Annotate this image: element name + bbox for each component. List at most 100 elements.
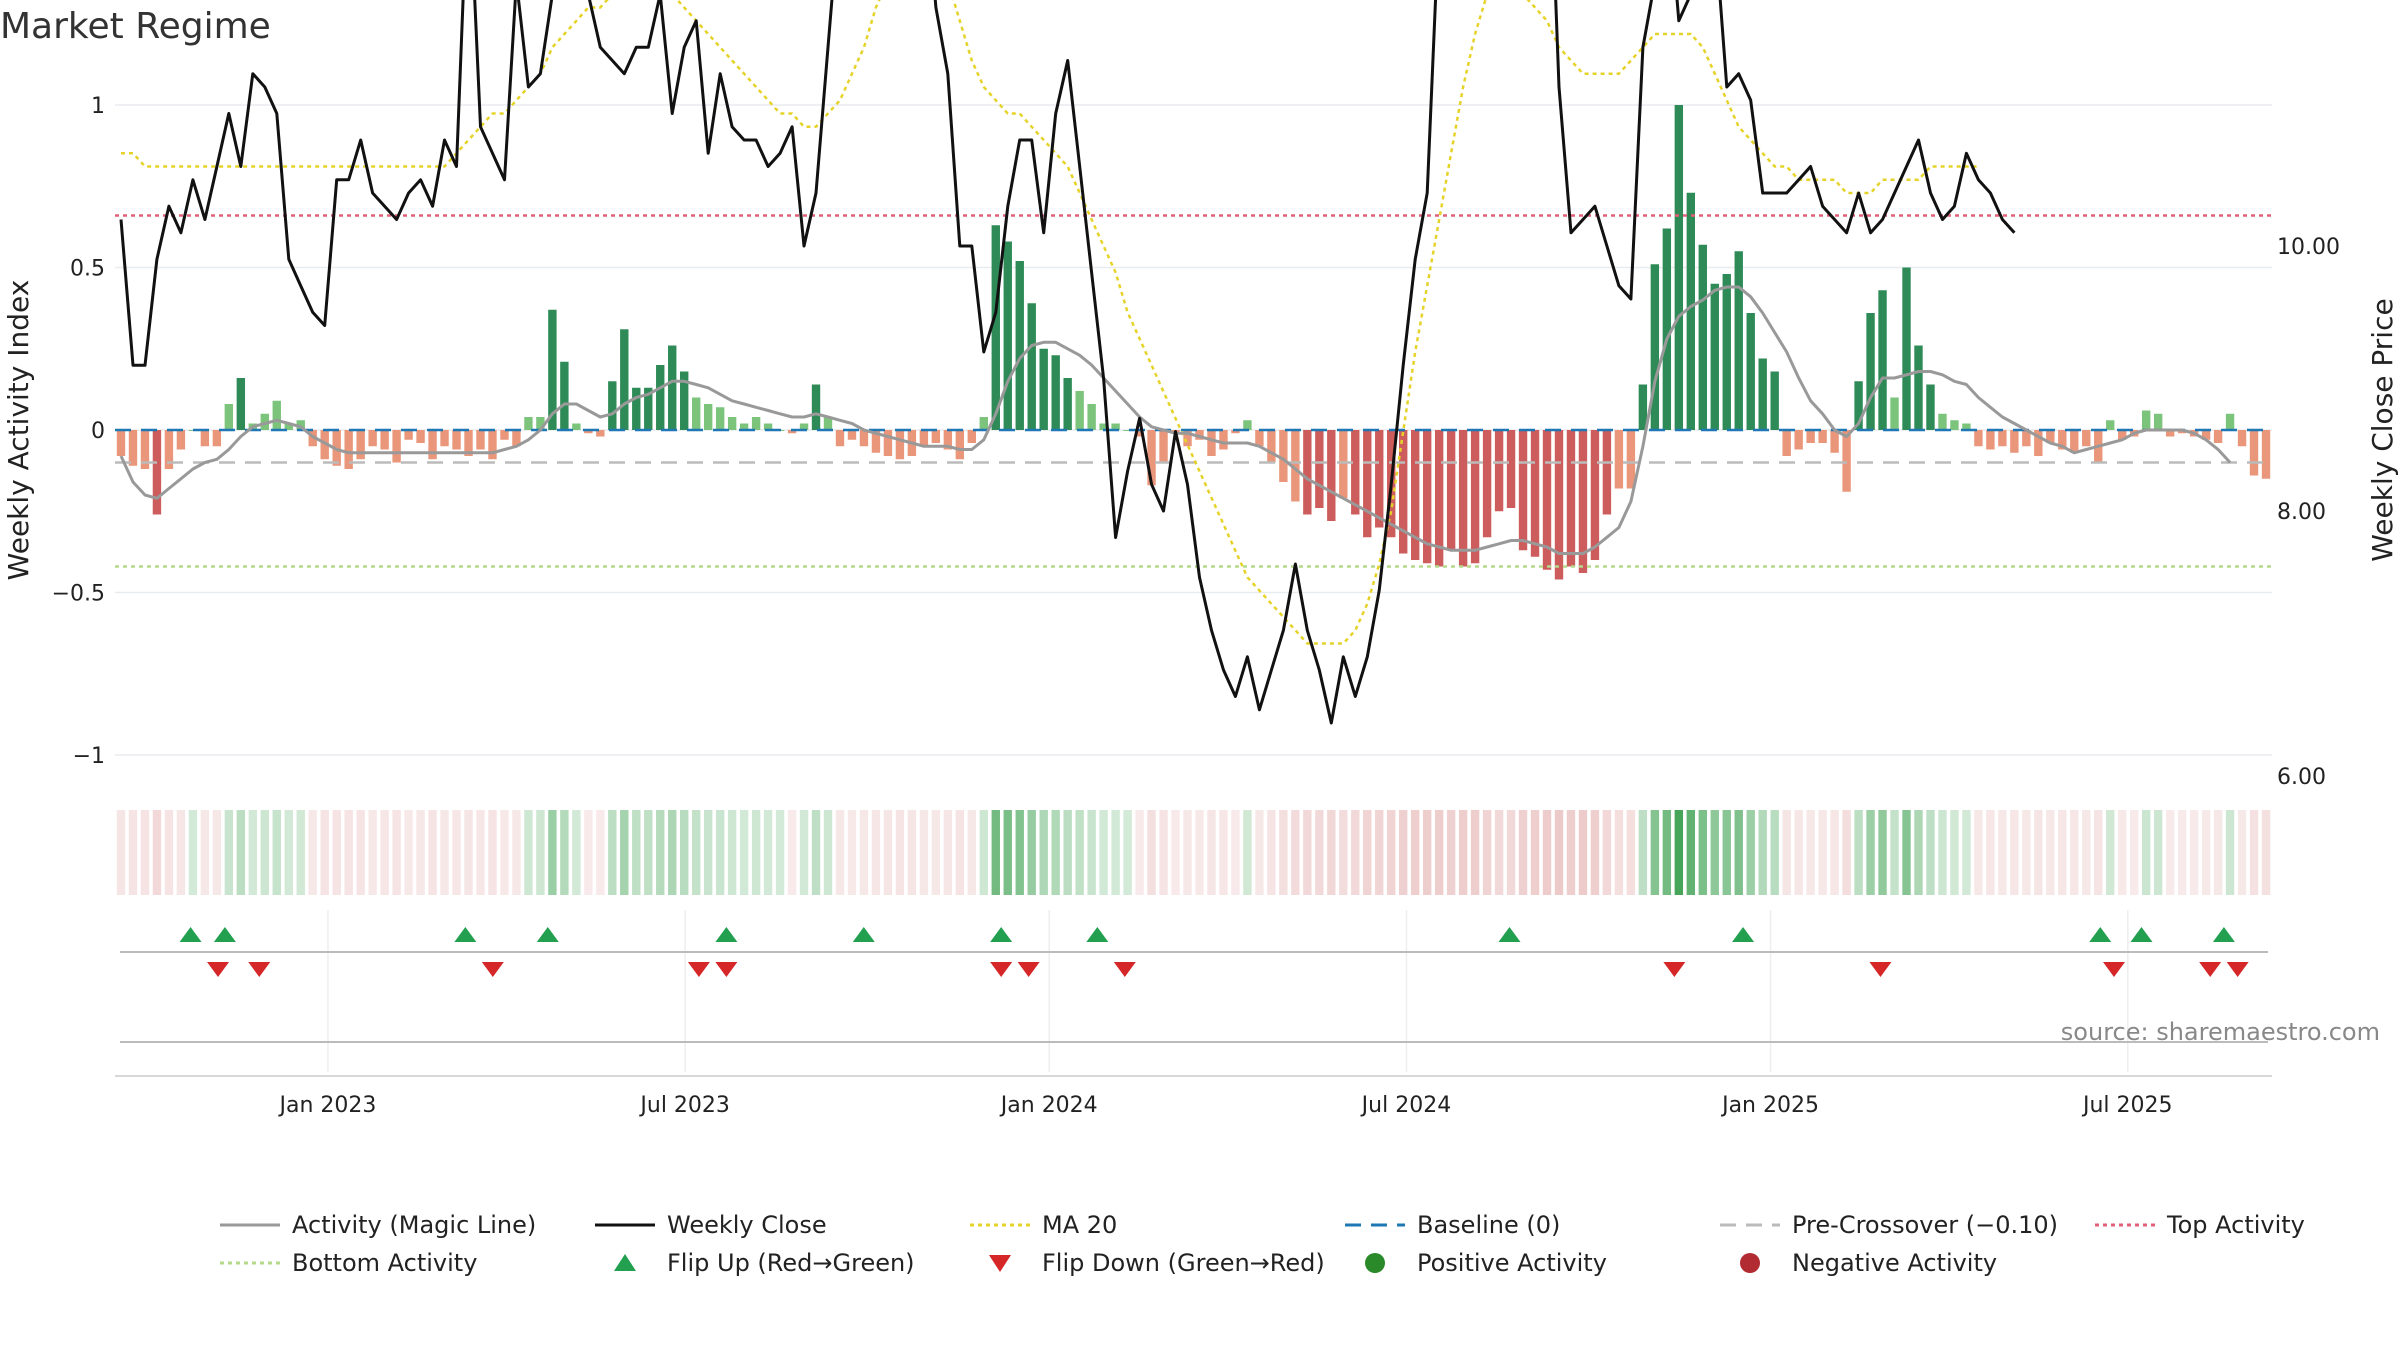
regime-cell bbox=[1758, 810, 1767, 895]
regime-cell bbox=[620, 810, 629, 895]
regime-cell bbox=[608, 810, 617, 895]
activity-bar bbox=[668, 345, 677, 430]
activity-bar bbox=[1614, 430, 1624, 489]
activity-bar bbox=[224, 404, 234, 430]
right-tick-label: 10.00 bbox=[2277, 235, 2340, 260]
regime-cell bbox=[2010, 810, 2019, 895]
activity-bar bbox=[356, 430, 365, 460]
regime-cell bbox=[859, 810, 869, 895]
activity-bar bbox=[691, 397, 701, 430]
flip-down-marker bbox=[1869, 962, 1892, 977]
flip-down-marker bbox=[207, 962, 230, 977]
regime-cell bbox=[1458, 810, 1468, 895]
activity-bar bbox=[1998, 430, 2007, 447]
activity-bar bbox=[2237, 430, 2247, 447]
activity-bar bbox=[1051, 355, 1060, 430]
regime-cell bbox=[416, 810, 425, 895]
activity-bar bbox=[811, 384, 821, 430]
activity-bar bbox=[763, 423, 773, 430]
activity-bar bbox=[835, 430, 845, 447]
flip-down-marker bbox=[2199, 962, 2222, 977]
regime-cell bbox=[344, 810, 353, 895]
activity-bar bbox=[1962, 423, 1971, 430]
activity-bar bbox=[2082, 430, 2091, 447]
regime-cell bbox=[1794, 810, 1803, 895]
regime-cell bbox=[1578, 810, 1588, 895]
regime-cell bbox=[2141, 810, 2151, 895]
regime-cell bbox=[739, 810, 749, 895]
activity-bar bbox=[967, 430, 977, 443]
activity-bar bbox=[272, 400, 281, 430]
regime-cell bbox=[128, 810, 138, 895]
legend-label: Weekly Close bbox=[667, 1211, 827, 1239]
activity-bar bbox=[128, 430, 138, 466]
activity-bar bbox=[871, 430, 881, 453]
activity-bar bbox=[1303, 430, 1312, 515]
activity-bar bbox=[739, 423, 749, 430]
flip-up-marker bbox=[213, 927, 236, 942]
regime-cell bbox=[1051, 810, 1060, 895]
activity-bar bbox=[1782, 430, 1791, 456]
regime-cell bbox=[1003, 810, 1012, 895]
x-tick-label: Jan 2024 bbox=[999, 1093, 1098, 1118]
regime-cell bbox=[1554, 810, 1564, 895]
regime-cell bbox=[116, 810, 126, 895]
regime-cell bbox=[1375, 810, 1384, 895]
activity-bar bbox=[2022, 430, 2031, 447]
activity-bar bbox=[979, 417, 988, 430]
activity-bar bbox=[560, 361, 569, 430]
regime-cell bbox=[2249, 810, 2259, 895]
regime-cell bbox=[1183, 810, 1192, 895]
regime-cell bbox=[907, 810, 917, 895]
regime-cell bbox=[1986, 810, 1995, 895]
regime-cell bbox=[1399, 810, 1408, 895]
regime-cell bbox=[524, 810, 533, 895]
regime-cell bbox=[1518, 810, 1528, 895]
regime-cell bbox=[1638, 810, 1648, 895]
regime-cell bbox=[1974, 810, 1983, 895]
regime-cell bbox=[1171, 810, 1180, 895]
flip-up-marker bbox=[2212, 927, 2235, 942]
activity-bar bbox=[1938, 413, 1947, 430]
regime-cell bbox=[1866, 810, 1875, 895]
regime-cell bbox=[188, 810, 198, 895]
regime-cell bbox=[1087, 810, 1096, 895]
regime-cell bbox=[727, 810, 737, 895]
activity-bar bbox=[1039, 348, 1048, 430]
activity-bar bbox=[2213, 430, 2223, 443]
activity-bar bbox=[1458, 430, 1468, 567]
activity-bar bbox=[1363, 430, 1372, 538]
regime-cell bbox=[2201, 810, 2211, 895]
regime-cell bbox=[1566, 810, 1576, 895]
regime-cell bbox=[2082, 810, 2091, 895]
regime-cell bbox=[356, 810, 365, 895]
activity-bar bbox=[2261, 430, 2271, 479]
regime-cell bbox=[1914, 810, 1923, 895]
activity-bar bbox=[1183, 430, 1192, 447]
activity-bar bbox=[1003, 241, 1012, 430]
regime-cell bbox=[1099, 810, 1108, 895]
activity-bar bbox=[2058, 430, 2067, 450]
regime-cell bbox=[1434, 810, 1444, 895]
regime-cell bbox=[1279, 810, 1288, 895]
legend-label: Pre-Crossover (−0.10) bbox=[1792, 1211, 2058, 1239]
regime-cell bbox=[1446, 810, 1456, 895]
activity-bar bbox=[440, 430, 449, 447]
regime-cell bbox=[1878, 810, 1887, 895]
activity-bar bbox=[1602, 430, 1612, 515]
activity-bar bbox=[176, 430, 186, 450]
activity-bar bbox=[1818, 430, 1827, 443]
activity-bar bbox=[1638, 384, 1648, 430]
activity-bar bbox=[452, 430, 461, 450]
regime-cell bbox=[763, 810, 773, 895]
legend-swatch-flip-up bbox=[614, 1254, 636, 1271]
regime-cell bbox=[1327, 810, 1336, 895]
activity-bar bbox=[1986, 430, 1995, 450]
activity-bar bbox=[1950, 420, 1959, 430]
regime-cell bbox=[2237, 810, 2247, 895]
regime-cell bbox=[691, 810, 701, 895]
regime-cell bbox=[1842, 810, 1851, 895]
regime-cell bbox=[308, 810, 317, 895]
regime-cell bbox=[1650, 810, 1660, 895]
